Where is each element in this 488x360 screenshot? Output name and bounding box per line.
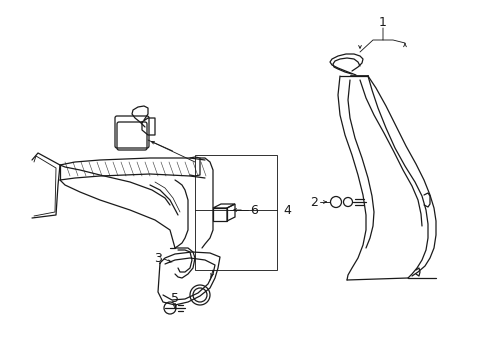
Text: 5: 5 bbox=[171, 292, 179, 305]
Bar bbox=[195, 155, 276, 270]
Text: 6: 6 bbox=[249, 203, 257, 216]
Text: 2: 2 bbox=[309, 195, 317, 208]
Text: 4: 4 bbox=[283, 203, 290, 216]
Text: 1: 1 bbox=[378, 15, 386, 28]
Text: 3: 3 bbox=[154, 252, 162, 266]
Bar bbox=[213, 208, 226, 221]
